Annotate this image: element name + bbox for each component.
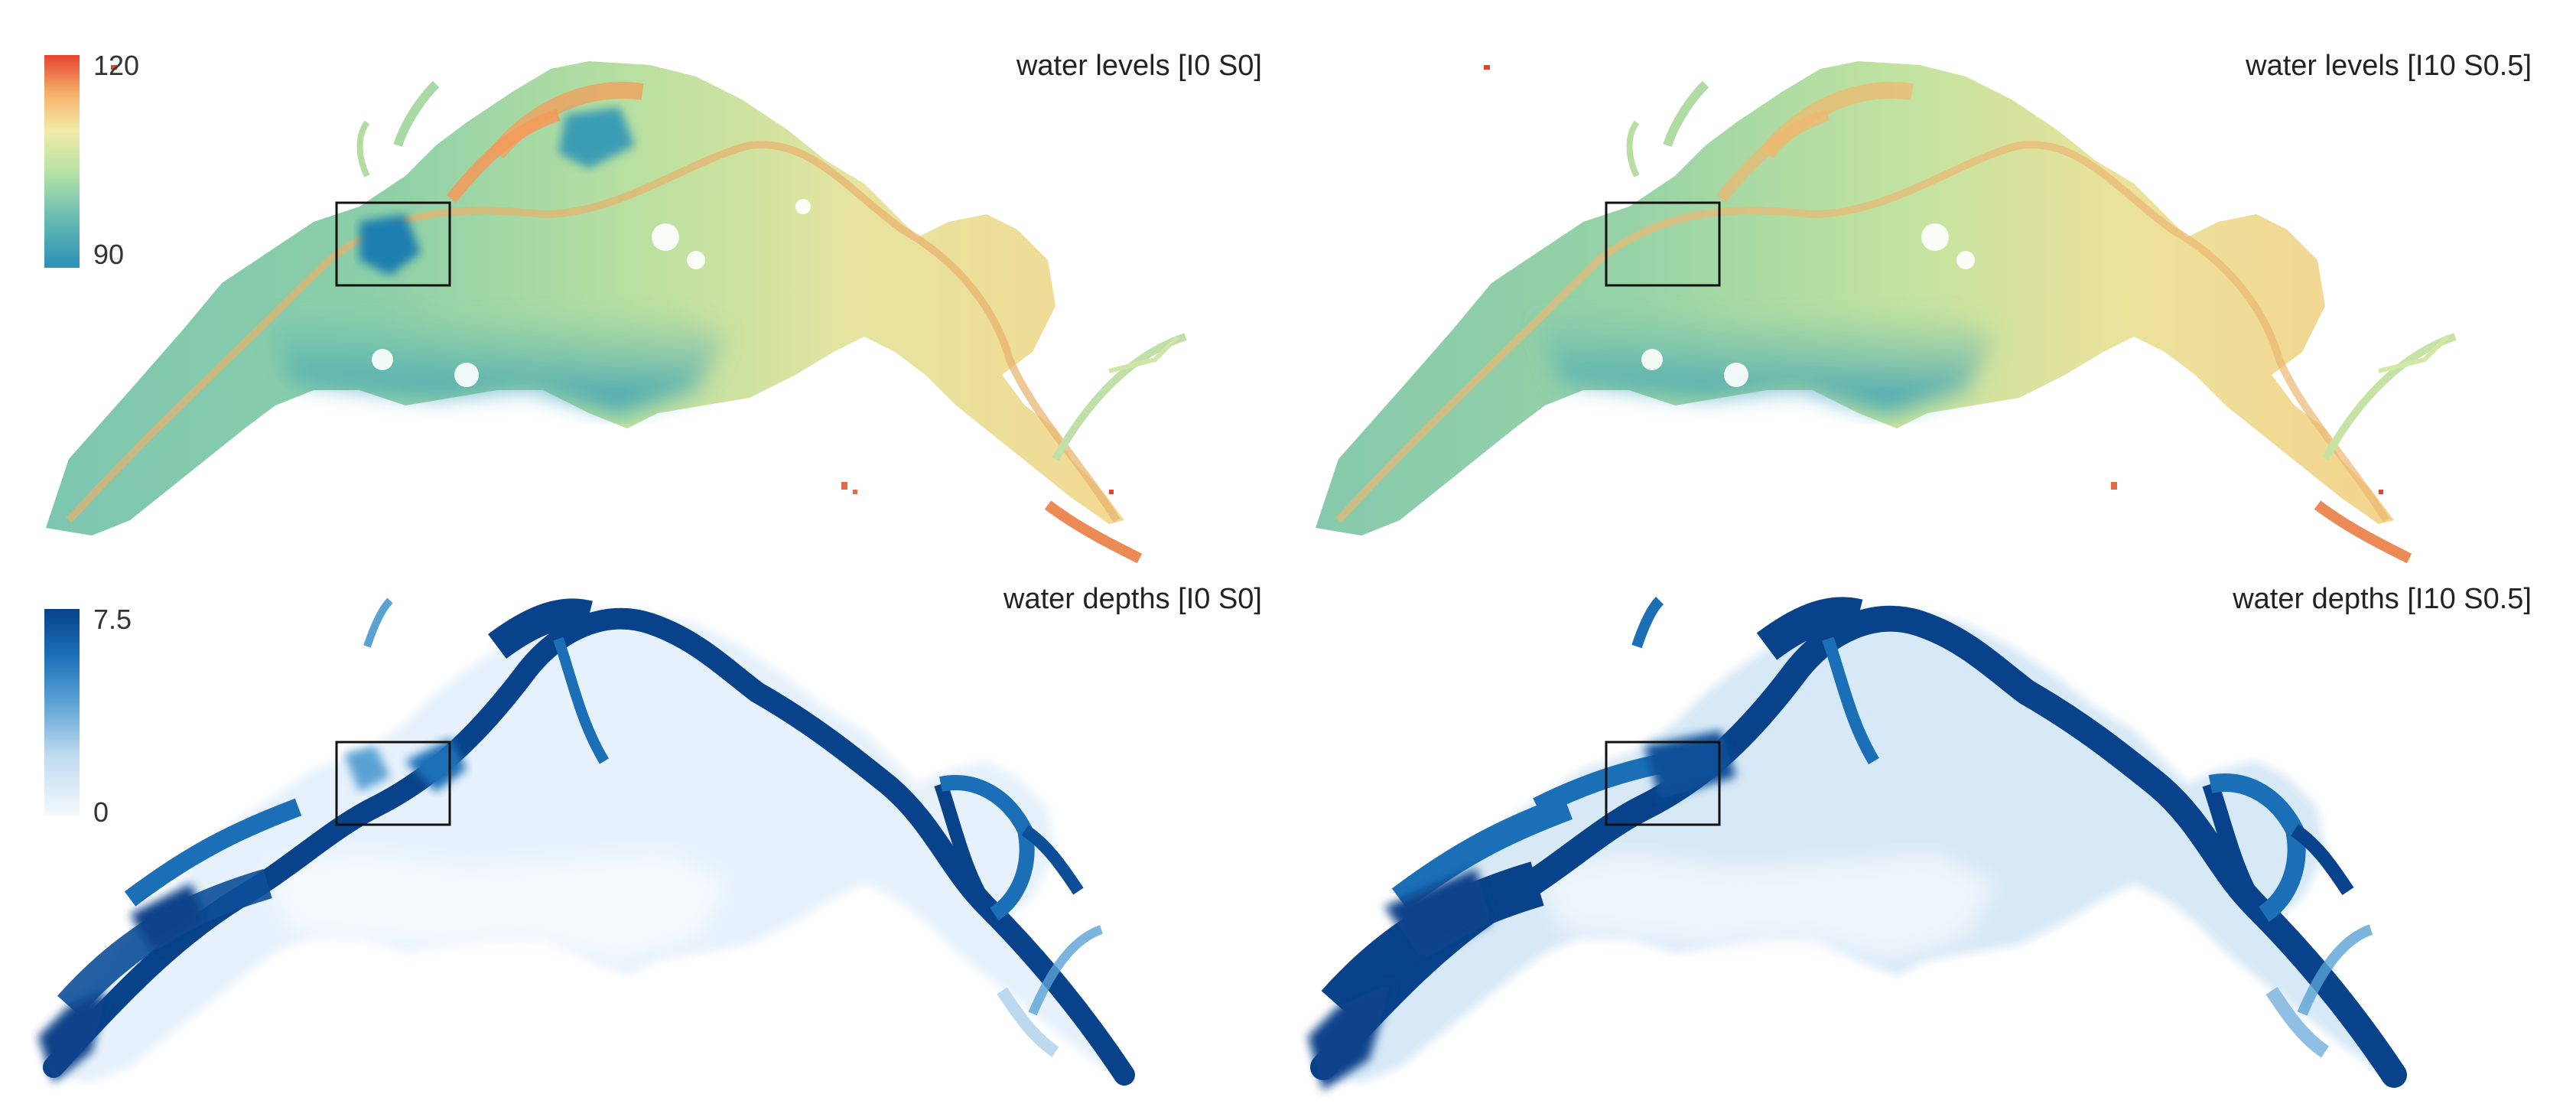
map-panel-water-levels-i0: water levels [I0 S0]	[46, 50, 1262, 564]
map-panel-water-depths-i0: water depths [I0 S0]	[38, 583, 1262, 1086]
colorbar-max-label: 7.5	[93, 604, 132, 635]
inset-box	[335, 741, 451, 826]
map-panel-water-depths-i10: water depths [I10 S0.5]	[1308, 583, 2532, 1090]
floodplain-depths	[38, 597, 1135, 1086]
inset-box	[1605, 741, 1721, 826]
map-panel-water-levels-i10: water levels [I10 S0.5]	[1316, 50, 2532, 564]
colorbar-water-levels: 120 90	[44, 50, 139, 270]
colorbar-max-label: 120	[93, 50, 139, 81]
panel-title: water depths [I10 S0.5]	[2232, 583, 2532, 615]
colorbar-min-label: 0	[93, 796, 109, 828]
panel-title: water depths [I0 S0]	[1003, 583, 1262, 615]
colorbar-water-depths: 7.5 0	[44, 604, 132, 828]
floodplain-levels	[1316, 61, 2457, 564]
panel-title: water levels [I0 S0]	[1016, 50, 1262, 82]
colorbar-min-label: 90	[93, 239, 124, 270]
floodplain-depths	[1308, 597, 2407, 1090]
inset-box	[1605, 201, 1721, 287]
floodplain-levels	[46, 61, 1187, 564]
panel-title: water levels [I10 S0.5]	[2245, 50, 2532, 82]
inset-box	[335, 201, 451, 287]
